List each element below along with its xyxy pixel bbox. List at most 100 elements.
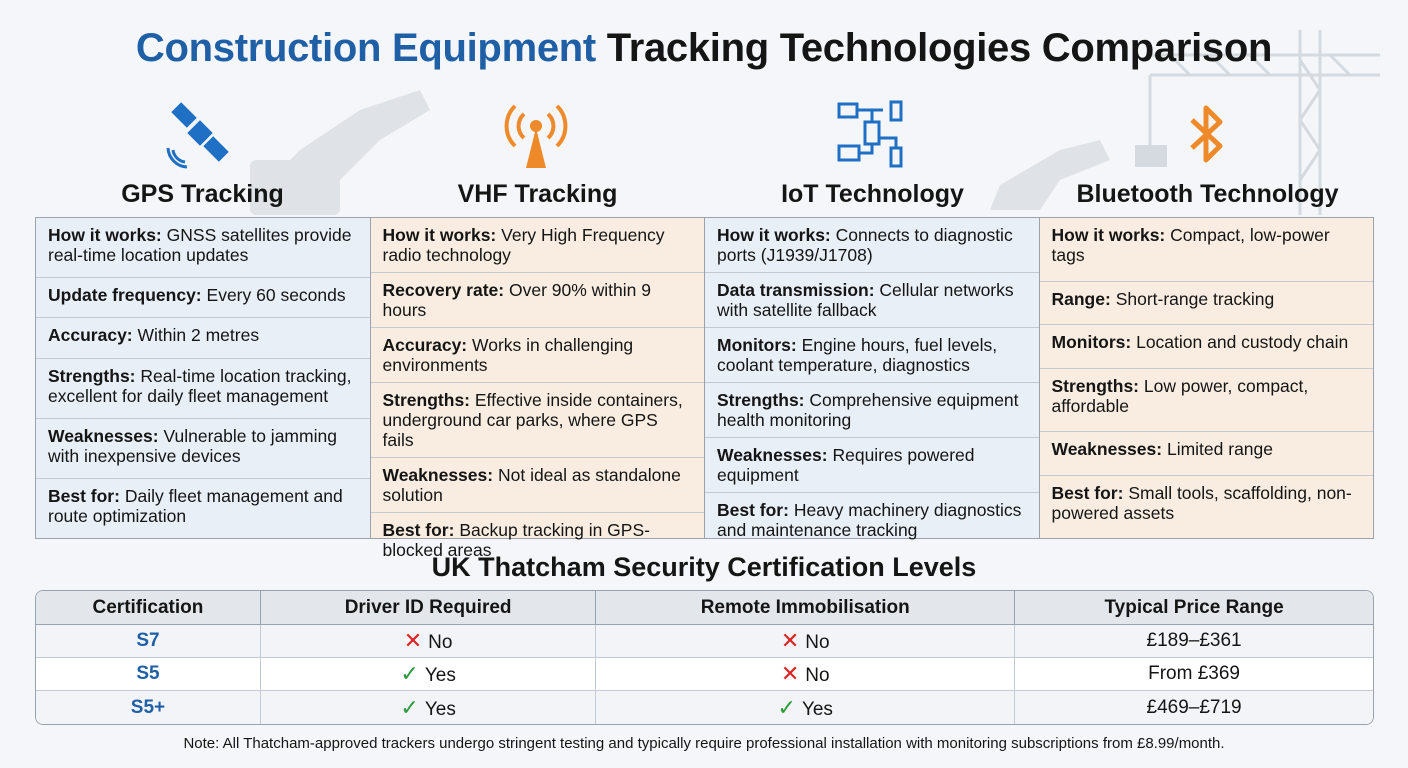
- comparison-grid: How it works: GNSS satellites provide re…: [35, 217, 1374, 560]
- cell-text: No: [805, 632, 830, 653]
- table-row: S5 ✓ Yes ✕ No From £369: [36, 658, 1373, 691]
- row-label: Weaknesses:: [48, 425, 159, 446]
- crane-load: [1135, 145, 1167, 167]
- footnote: Note: All Thatcham-approved trackers und…: [183, 735, 1225, 752]
- row-label: Update frequency:: [48, 285, 202, 306]
- row-text: Low power, compact, affordable: [1051, 375, 1309, 416]
- column: How it works: Connects to diagnostic por…: [705, 218, 1040, 540]
- info-row: Weaknesses: Requires powered equipment: [705, 438, 1039, 493]
- info-row: Monitors: Location and custody chain: [1039, 325, 1373, 369]
- row-text: Heavy machinery diagnostics and maintena…: [717, 500, 1022, 540]
- row-text: Short-range tracking: [1115, 288, 1275, 309]
- info-row: Data transmission: Cellular networks wit…: [705, 273, 1039, 328]
- info-row: Strengths: Real-time location tracking, …: [36, 359, 370, 419]
- cert-cell: S5: [36, 658, 261, 691]
- info-row: Update frequency: Every 60 seconds: [36, 278, 370, 319]
- cell-text: No: [805, 665, 830, 686]
- row-label: How it works:: [1051, 225, 1166, 245]
- info-row: Recovery rate: Over 90% within 9 hours: [370, 273, 704, 328]
- row-text: Compact, low-power tags: [1051, 225, 1330, 265]
- info-row: Best for: Small tools, scaffolding, non-…: [1040, 476, 1374, 539]
- row-label: Strengths:: [1051, 375, 1140, 396]
- row-label: Accuracy:: [48, 325, 133, 346]
- info-row: How it works: Compact, low-power tags: [1039, 218, 1373, 282]
- info-row: Weaknesses: Not ideal as standalone solu…: [370, 458, 704, 513]
- row-text: Engine hours, fuel levels, coolant tempe…: [717, 335, 998, 375]
- title-rest: Tracking Technologies Comparison: [606, 26, 1273, 70]
- cert-cell: S7: [36, 625, 261, 658]
- column-title: Bluetooth Technology: [1076, 180, 1339, 208]
- info-row: Best for: Heavy machinery diagnostics an…: [705, 493, 1039, 547]
- row-text: Connects to diagnostic ports (J1939/J170…: [717, 225, 1013, 265]
- row-label: Monitors:: [717, 335, 797, 355]
- row-label: Range:: [1051, 288, 1111, 309]
- row-text: Cellular networks with satellite fallbac…: [717, 280, 1014, 320]
- info-row: How it works: GNSS satellites provide re…: [36, 218, 370, 279]
- row-label: Best for:: [717, 500, 789, 520]
- cell: £189–£361: [1015, 625, 1373, 658]
- cell: £469–£719: [1015, 691, 1373, 724]
- cell-text: Yes: [424, 698, 456, 720]
- info-row: Accuracy: Works in challenging environme…: [370, 328, 704, 383]
- column-title: IoT Technology: [781, 180, 964, 208]
- row-text: Backup tracking in GPS-blocked areas: [382, 520, 650, 560]
- row-text: GNSS satellites provide real-time locati…: [48, 225, 352, 265]
- row-label: Strengths:: [717, 390, 805, 410]
- satellite-icon: [166, 102, 229, 169]
- row-label: Weaknesses:: [382, 465, 494, 485]
- row-text: Requires powered equipment: [717, 445, 975, 485]
- info-row: Accuracy: Within 2 metres: [36, 318, 370, 359]
- row-label: Strengths:: [48, 365, 136, 386]
- row-text: Effective inside containers, underground…: [382, 390, 683, 450]
- table-row: S7 ✕ No ✕ No £189–£361: [36, 625, 1373, 658]
- row-label: Best for:: [382, 520, 455, 540]
- column-title: GPS Tracking: [121, 180, 284, 208]
- row-text: Real-time location tracking, excellent f…: [48, 365, 352, 406]
- cell: ✕ No: [596, 658, 1016, 691]
- header-cell: Typical Price Range: [1015, 591, 1373, 625]
- column: How it works: GNSS satellites provide re…: [36, 218, 371, 538]
- cell: From £369: [1015, 658, 1373, 691]
- bluetooth-icon: [1190, 105, 1223, 163]
- info-row: Strengths: Effective inside containers, …: [370, 383, 704, 458]
- row-label: How it works:: [48, 225, 162, 245]
- column: How it works: Very High Frequency radio …: [370, 218, 705, 560]
- info-row: Weaknesses: Limited range: [1039, 432, 1373, 476]
- row-label: Best for:: [48, 485, 120, 506]
- info-row: Range: Short-range tracking: [1039, 282, 1373, 325]
- row-label: Accuracy:: [382, 335, 468, 355]
- cell: ✓ Yes: [596, 691, 1016, 724]
- row-label: How it works:: [717, 225, 831, 245]
- row-text: Over 90% within 9 hours: [382, 280, 652, 320]
- info-row: Weaknesses: Vulnerable to jamming with i…: [36, 419, 370, 479]
- cell-text: Yes: [801, 698, 833, 720]
- cert-cell: S5+: [36, 691, 261, 724]
- row-text: Very High Frequency radio technology: [382, 225, 665, 265]
- row-text: Comprehensive equipment health monitorin…: [717, 390, 1019, 430]
- title-highlight: Construction Equipment: [135, 26, 596, 70]
- table-title: UK Thatcham Security Certification Level…: [431, 552, 977, 582]
- cell: ✕ No: [596, 625, 1016, 658]
- row-label: Monitors:: [1051, 332, 1132, 352]
- page-title: Construction Equipment Tracking Technolo…: [0, 26, 1408, 71]
- cell: ✓ Yes: [260, 691, 597, 724]
- column-title: VHF Tracking: [457, 180, 618, 208]
- row-text: Limited range: [1166, 439, 1274, 459]
- row-text: Works in challenging environments: [382, 335, 634, 375]
- row-label: Best for:: [1051, 482, 1124, 503]
- cell-text: Yes: [424, 665, 456, 686]
- row-label: Weaknesses:: [1051, 439, 1163, 459]
- row-label: Weaknesses:: [717, 445, 828, 465]
- row-text: Not ideal as standalone solution: [382, 465, 681, 505]
- certification-table: Certification Driver ID Required Remote …: [35, 590, 1374, 725]
- cell: ✓ Yes: [260, 658, 597, 691]
- radio-icon: [504, 104, 568, 168]
- row-text: Vulnerable to jamming with inexpensive d…: [48, 425, 337, 466]
- header-cell: Remote Immobilisation: [596, 591, 1016, 625]
- row-label: Recovery rate:: [382, 280, 505, 300]
- row-label: How it works:: [382, 225, 497, 245]
- row-label: Strengths:: [382, 390, 471, 410]
- header-cell: Driver ID Required: [260, 591, 597, 625]
